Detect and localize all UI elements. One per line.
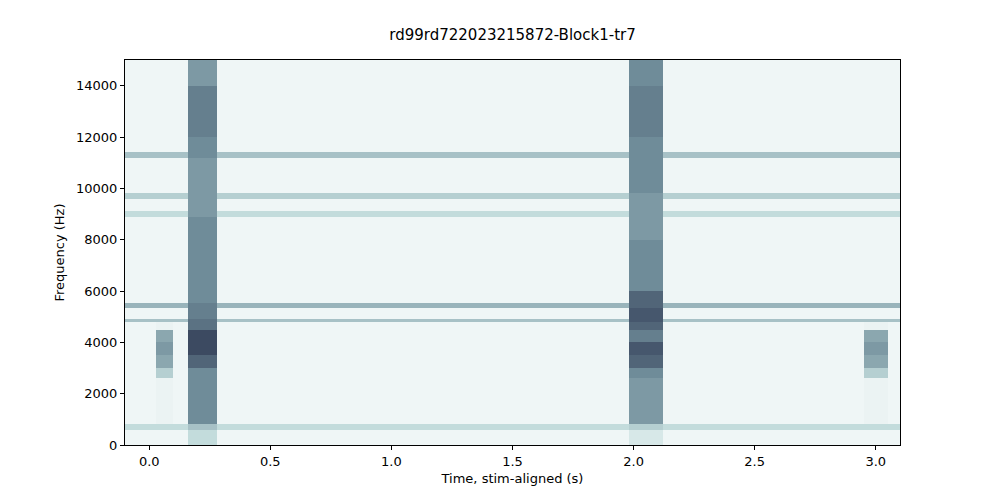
svg-text:6000: 6000 <box>84 284 117 299</box>
svg-text:0.5: 0.5 <box>260 454 281 469</box>
svg-text:1.0: 1.0 <box>381 454 402 469</box>
svg-text:12000: 12000 <box>76 130 117 145</box>
svg-text:2.5: 2.5 <box>744 454 765 469</box>
svg-text:0: 0 <box>109 438 117 453</box>
svg-text:0.0: 0.0 <box>139 454 160 469</box>
svg-text:Time, stim-aligned (s): Time, stim-aligned (s) <box>441 471 584 486</box>
svg-text:4000: 4000 <box>84 335 117 350</box>
svg-text:8000: 8000 <box>84 232 117 247</box>
svg-text:14000: 14000 <box>76 78 117 93</box>
svg-text:3.0: 3.0 <box>865 454 886 469</box>
svg-text:2.0: 2.0 <box>623 454 644 469</box>
svg-text:2000: 2000 <box>84 386 117 401</box>
svg-text:10000: 10000 <box>76 181 117 196</box>
svg-text:Frequency (Hz): Frequency (Hz) <box>52 203 67 301</box>
svg-text:rd99rd722023215872-Block1-tr7: rd99rd722023215872-Block1-tr7 <box>389 26 635 44</box>
svg-text:1.5: 1.5 <box>502 454 523 469</box>
